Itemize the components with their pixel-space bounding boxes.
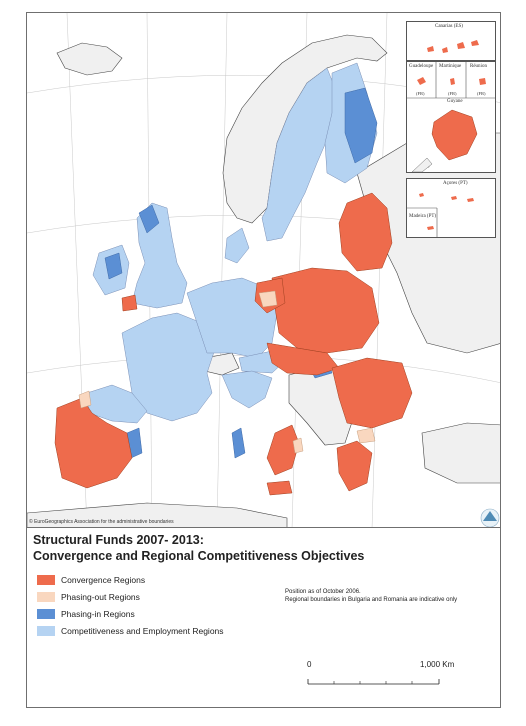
northern-italy xyxy=(221,370,273,409)
legend-swatch-phasing-in xyxy=(37,609,55,619)
copyright-notice: © EuroGeographics Association for the ad… xyxy=(29,519,174,525)
romania-bulgaria xyxy=(331,357,413,429)
sweden xyxy=(261,67,338,242)
phasing-in-sardinia xyxy=(231,427,246,459)
inset-code-guadeloupe: (FR) xyxy=(416,91,425,96)
legend-item-competitiveness: Competitiveness and Employment Regions xyxy=(37,624,224,638)
poland xyxy=(271,267,380,354)
legend-swatch-convergence xyxy=(37,575,55,585)
legend-swatch-phasing-out xyxy=(37,592,55,602)
acores-madeira-map xyxy=(407,193,474,237)
turkey xyxy=(421,422,500,484)
legend-label-phasing-in: Phasing-in Regions xyxy=(61,609,135,619)
benelux-germany xyxy=(186,277,278,359)
overseas-fr-map xyxy=(407,62,495,172)
inset-label-guadeloupe: Guadeloupe xyxy=(409,64,434,69)
inset-label-martinique: Martinique xyxy=(439,64,462,69)
map-title-line-2: Convergence and Regional Competitiveness… xyxy=(33,549,365,563)
legend-swatch-competitiveness xyxy=(37,626,55,636)
scale-end-label: 1,000 Km xyxy=(420,660,455,669)
scale-bar xyxy=(307,679,440,685)
canarias-map xyxy=(427,40,479,53)
phasing-out-basilicata xyxy=(292,437,304,454)
sicily xyxy=(266,480,293,496)
phasing-in-scotland xyxy=(138,204,160,234)
inset-label-acores: Açores (PT) xyxy=(443,181,468,186)
phasing-in-ireland xyxy=(104,252,123,280)
note-position-date: Position as of October 2006. xyxy=(285,589,361,595)
phasing-out-galicia xyxy=(78,390,92,409)
map-title-line-1: Structural Funds 2007- 2013: xyxy=(33,533,204,547)
scale-start-label: 0 xyxy=(307,660,312,669)
legend-panel: Structural Funds 2007- 2013: Convergence… xyxy=(26,528,501,708)
legend-label-convergence: Convergence Regions xyxy=(61,575,146,585)
inset-label-canarias: Canarias (ES) xyxy=(435,24,463,29)
inset-acores-madeira: Açores (PT) Madeira (PT) xyxy=(406,178,496,238)
uk xyxy=(131,202,188,309)
denmark xyxy=(224,227,250,264)
inset-code-reunion: (FR) xyxy=(477,91,486,96)
inset-label-reunion: Réunion xyxy=(470,64,487,69)
inset-overseas-fr: Guadeloupe Martinique Réunion (FR) (FR) … xyxy=(406,61,496,173)
legend-item-phasing-out: Phasing-out Regions xyxy=(37,590,140,604)
note-boundaries: Regional boundaries in Bulgaria and Roma… xyxy=(285,597,458,603)
eurogeographics-logo xyxy=(480,508,500,527)
inset-canarias: Canarias (ES) xyxy=(406,21,496,61)
baltics xyxy=(338,192,393,272)
map-frame: Canarias (ES) Guadeloupe Martinique Réun… xyxy=(26,12,501,528)
greece xyxy=(336,440,373,492)
phasing-out-east-germany xyxy=(258,290,278,308)
phasing-in-north-finland xyxy=(344,87,378,164)
legend-item-phasing-in: Phasing-in Regions xyxy=(37,607,135,621)
legend-item-convergence: Convergence Regions xyxy=(37,573,145,587)
wales-cornwall xyxy=(121,294,138,312)
inset-label-madeira: Madeira (PT) xyxy=(409,214,437,219)
southern-italy xyxy=(266,424,300,476)
phasing-out-regions xyxy=(78,290,376,454)
legend-label-phasing-out: Phasing-out Regions xyxy=(61,592,140,602)
phasing-out-greece xyxy=(356,427,376,444)
europe-map xyxy=(27,13,500,527)
inset-label-guyane: Guyane xyxy=(447,99,463,104)
czech-slovakia xyxy=(266,342,340,376)
inset-code-martinique: (FR) xyxy=(448,91,457,96)
north-africa xyxy=(27,502,288,527)
legend-label-competitiveness: Competitiveness and Employment Regions xyxy=(61,626,224,636)
iceland xyxy=(56,42,123,76)
portugal-spain-south xyxy=(54,397,133,489)
